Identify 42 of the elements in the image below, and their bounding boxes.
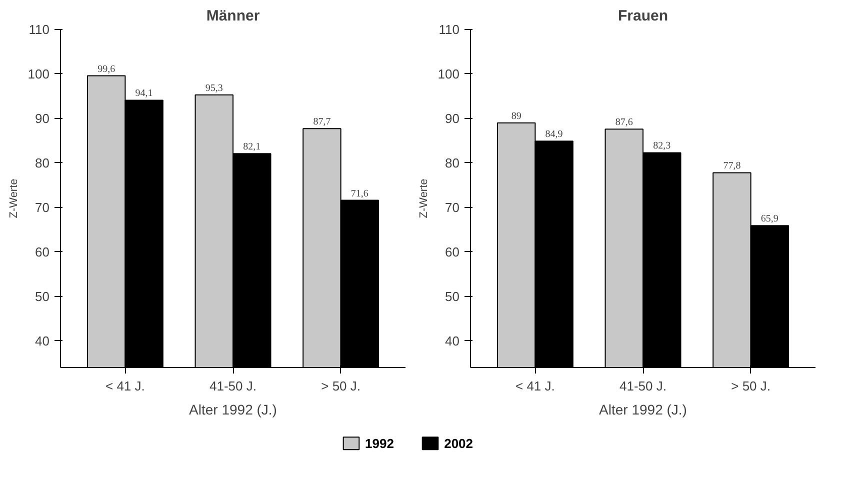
y-tick-label: 60 <box>35 244 50 260</box>
data-label: 95,3 <box>205 82 223 94</box>
x-axis-title: Alter 1992 (J.) <box>189 402 277 418</box>
y-tick-label: 50 <box>35 288 50 304</box>
chart-title: Männer <box>206 8 260 24</box>
x-tick-label: 41-50 J. <box>620 378 666 394</box>
y-tick-label: 80 <box>35 155 50 170</box>
x-tick-label: 41-50 J. <box>210 378 256 394</box>
y-tick-label: 80 <box>445 155 460 170</box>
y-tick-label: 40 <box>445 333 460 348</box>
chart-title: Frauen <box>618 8 668 24</box>
data-label: 84,9 <box>545 129 563 140</box>
y-tick-label: 90 <box>445 110 460 126</box>
x-tick-label: < 41 J. <box>105 378 145 394</box>
data-label: 71,6 <box>350 188 368 200</box>
data-label: 99,6 <box>98 64 116 75</box>
x-tick-label: > 50 J. <box>321 378 361 394</box>
data-label: 77,8 <box>723 160 741 172</box>
y-tick-label: 100 <box>438 66 460 82</box>
y-tick-label: 90 <box>35 110 50 126</box>
x-tick-label: > 50 J. <box>731 378 771 394</box>
y-axis-title: Z-Werte <box>8 178 20 218</box>
y-tick-label: 110 <box>28 22 50 37</box>
y-tick-label: 60 <box>445 244 460 260</box>
y-tick-label: 110 <box>438 22 460 37</box>
legend-label: 1992 <box>365 436 394 451</box>
y-tick-label: 70 <box>445 200 460 215</box>
y-tick-label: 70 <box>35 200 50 215</box>
data-label: 87,7 <box>313 116 331 128</box>
data-label: 82,3 <box>653 140 671 152</box>
data-label: 82,1 <box>243 142 261 153</box>
data-label: 94,1 <box>135 88 153 100</box>
y-axis-title: Z-Werte <box>418 178 430 218</box>
y-tick-label: 50 <box>445 288 460 304</box>
data-label: 65,9 <box>760 214 778 225</box>
legend-label: 2002 <box>444 436 474 451</box>
y-tick-label: 40 <box>35 333 50 348</box>
data-label: 89 <box>511 110 522 122</box>
data-label: 87,6 <box>615 117 633 128</box>
x-tick-label: < 41 J. <box>515 378 555 394</box>
x-axis-title: Alter 1992 (J.) <box>599 402 687 418</box>
y-tick-label: 100 <box>28 66 50 82</box>
